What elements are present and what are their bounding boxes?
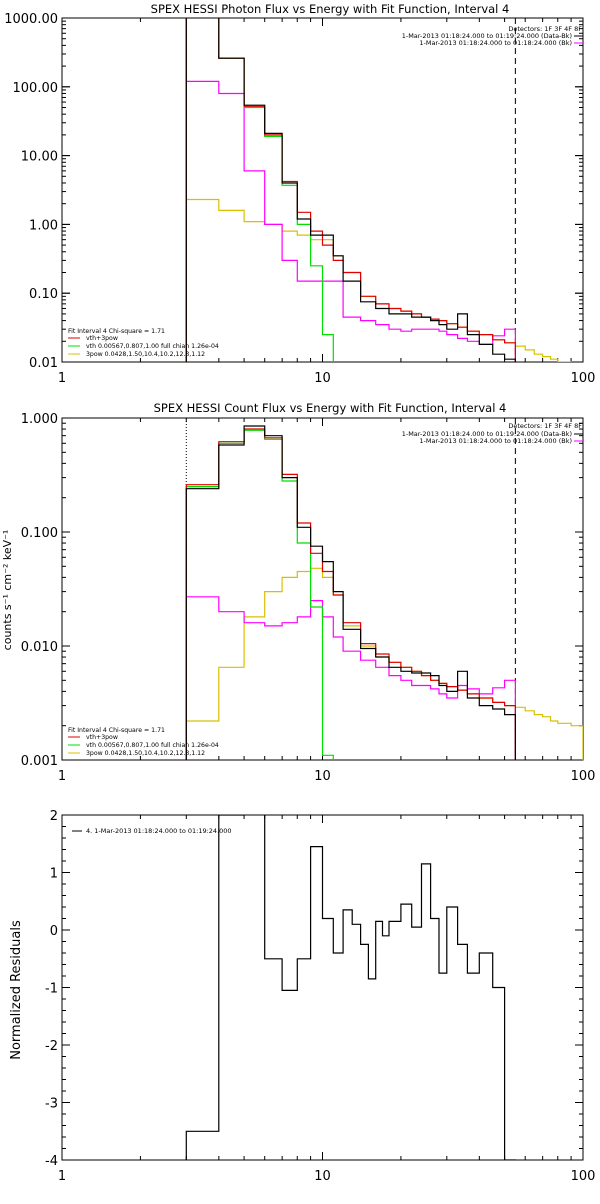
photon-flux-panel: SPEX HESSI Photon Flux vs Energy with Fi… bbox=[4, 2, 595, 386]
count-x-tick-label: 1 bbox=[58, 769, 66, 784]
photon-legend-vth: vth 0.00567,0.807,1.00 full chian 1.26e-… bbox=[86, 343, 219, 350]
count-legend-data-bk: 1-Mar-2013 01:18:24.000 to 01:19:24.000 … bbox=[402, 430, 572, 438]
residuals-x-tick-label: 1 bbox=[58, 1169, 66, 1184]
residuals-plot-area bbox=[185, 815, 516, 1160]
photon-x-tick-label: 10 bbox=[314, 371, 331, 386]
photon-y-tick-label: 10.00 bbox=[21, 150, 58, 165]
photon-x-tick-label: 100 bbox=[571, 371, 596, 386]
count-y-tick-label: 0.100 bbox=[21, 526, 58, 541]
residuals-x-tick-label: 100 bbox=[571, 1169, 596, 1184]
count-x-tick-label: 100 bbox=[571, 769, 596, 784]
residuals-y-axis-label: Normalized Residuals bbox=[9, 920, 24, 1060]
photon-y-tick-label: 0.10 bbox=[29, 287, 58, 302]
count-chart-title: SPEX HESSI Count Flux vs Energy with Fit… bbox=[154, 401, 507, 415]
photon-series-data bbox=[185, 18, 516, 362]
photon-series-background bbox=[185, 80, 516, 362]
photon-x-tick-label: 1 bbox=[58, 371, 66, 386]
residuals-y-tick-label: -4 bbox=[45, 1154, 58, 1169]
photon-y-tick-label: 1.00 bbox=[29, 218, 58, 233]
residuals-y-tick-label: -1 bbox=[45, 982, 58, 997]
count-y-tick-label: 1.000 bbox=[21, 412, 58, 427]
photon-plot-area bbox=[185, 18, 572, 362]
residuals-y-tick-label: 1 bbox=[50, 867, 58, 882]
residuals-legend: 4. 1-Mar-2013 01:18:24.000 to 01:19:24.0… bbox=[72, 827, 232, 835]
count-series-data bbox=[185, 425, 516, 760]
residuals-legend-text: 4. 1-Mar-2013 01:18:24.000 to 01:19:24.0… bbox=[86, 827, 232, 835]
count-fit-header: Fit Interval 4 Chi-square = 1.71 bbox=[68, 727, 165, 734]
photon-legend-data-bk: 1-Mar-2013 01:18:24.000 to 01:19:24.000 … bbox=[402, 32, 572, 40]
photon-axes: 1 10 100 0.01 0.10 1.00 10.00 100.00 1000.00 bbox=[4, 12, 595, 386]
count-y-tick-label: 0.010 bbox=[21, 640, 58, 655]
count-legend-vth: vth 0.00567,0.807,1.00 full chian 1.26e-… bbox=[86, 742, 219, 749]
count-x-tick-label: 10 bbox=[314, 769, 331, 784]
count-legend-top: Detectors: 1F 3F 4F 8F 1-Mar-2013 01:18:… bbox=[402, 422, 583, 445]
count-legend-bk: 1-Mar-2013 01:18:24.000 to 01:18:24.000 … bbox=[419, 437, 572, 445]
count-legend-model: vth+3pow bbox=[86, 734, 118, 741]
count-legend-3pow: 3pow 0.0428,1.50,10.4,10.2,12.3,1.12 bbox=[86, 750, 205, 757]
photon-y-tick-label: 100.00 bbox=[13, 81, 59, 96]
residuals-y-tick-label: 0 bbox=[50, 924, 58, 939]
photon-y-tick-label: 1000.00 bbox=[4, 12, 58, 27]
count-flux-panel: SPEX HESSI Count Flux vs Energy with Fit… bbox=[1, 401, 596, 784]
residuals-y-tick-label: -2 bbox=[45, 1039, 58, 1054]
residuals-x-tick-label: 10 bbox=[314, 1169, 331, 1184]
residuals-series-data bbox=[185, 815, 516, 1160]
photon-legend-bk: 1-Mar-2013 01:18:24.000 to 01:18:24.000 … bbox=[419, 39, 572, 47]
count-legend-bottom: Fit Interval 4 Chi-square = 1.71 vth+3po… bbox=[68, 727, 219, 757]
residuals-y-tick-label: 2 bbox=[50, 809, 58, 824]
photon-detectors-label: Detectors: 1F 3F 4F 8F bbox=[508, 25, 582, 33]
residuals-y-tick-label: -3 bbox=[45, 1097, 58, 1112]
count-plot-area bbox=[185, 418, 583, 760]
count-y-tick-label: 0.001 bbox=[21, 754, 58, 769]
photon-legend-3pow: 3pow 0.0428,1.50,10.4,10.2,12.3,1.12 bbox=[86, 351, 205, 358]
photon-legend-model: vth+3pow bbox=[86, 335, 118, 342]
residuals-axes: 1 10 100 -4 -3 -2 -1 0 1 2 bbox=[45, 809, 595, 1184]
count-y-axis-label: counts s⁻¹ cm⁻² keV⁻¹ bbox=[1, 530, 14, 651]
photon-fit-header: Fit Interval 4 Chi-square = 1.71 bbox=[68, 328, 165, 335]
count-detectors-label: Detectors: 1F 3F 4F 8F bbox=[508, 422, 582, 430]
residuals-panel: Normalized Residuals 1 10 100 -4 -3 -2 -1 0 1 2 4… bbox=[9, 809, 595, 1184]
photon-y-tick-label: 0.01 bbox=[29, 356, 58, 371]
photon-chart-title: SPEX HESSI Photon Flux vs Energy with Fi… bbox=[151, 2, 510, 16]
photon-legend-bottom: Fit Interval 4 Chi-square = 1.71 vth+3po… bbox=[68, 328, 219, 358]
photon-legend-top: Detectors: 1F 3F 4F 8F 1-Mar-2013 01:18:… bbox=[402, 25, 583, 47]
count-axes: 1 10 100 0.001 0.010 0.100 1.000 bbox=[21, 412, 596, 784]
